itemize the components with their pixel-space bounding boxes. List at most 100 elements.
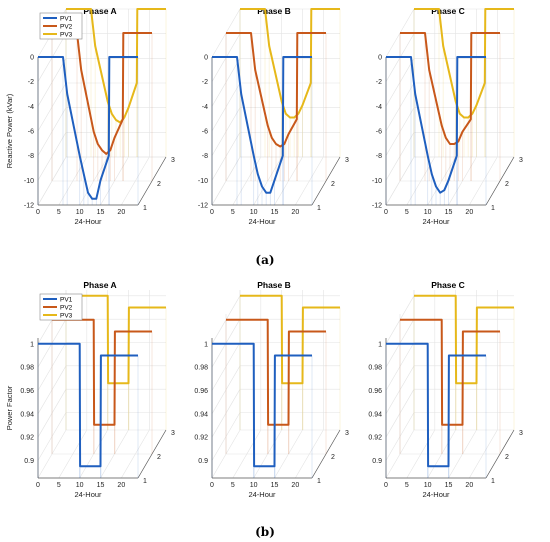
z-tick-label: 3 [171,157,175,164]
z-tick-label: 2 [331,181,335,188]
z-tick-label: 3 [519,430,523,437]
x-axis-label: 24-Hour [74,217,102,226]
x-tick-label: 15 [271,209,279,216]
series-line-pv2 [52,318,152,426]
y-tick-label: 0.98 [20,365,34,372]
x-tick-label: 5 [57,209,61,216]
y-tick-label: -4 [202,104,208,111]
z-tick-label: 3 [345,430,349,437]
z-tick-label: 2 [157,454,161,461]
z-axis [485,156,515,206]
x-tick-label: 10 [424,209,432,216]
y-axis-label: Reactive Power (kVar) [5,93,14,168]
z-axis [137,156,167,206]
y-tick-label: 0.92 [368,435,382,442]
z-tick-label: 2 [505,454,509,461]
caption-a: (a) [255,253,274,267]
series-line-pv1 [386,342,486,468]
y-tick-label: 0 [30,55,34,62]
chart-panel-a-3: 0 5 10 15 20 0 -2 -4 -6 -8 -10 -12 1 2 3 24-Hour Phase C [372,6,523,226]
x-tick-label: 10 [250,209,258,216]
y-tick-label: -6 [202,129,208,136]
y-tick-label: -2 [202,79,208,86]
legend-label-pv3: PV3 [60,313,73,320]
y-tick-label: -2 [376,79,382,86]
series-line-pv3 [414,8,514,119]
x-tick-label: 15 [445,482,453,489]
legend-label-pv2: PV2 [60,305,73,312]
y-tick-label: -12 [198,203,208,210]
x-axis-label: 24-Hour [248,490,276,499]
series-line-pv2 [400,318,500,426]
x-tick-label: 20 [291,209,299,216]
z-tick-label: 1 [143,478,147,485]
z-axis [311,156,341,206]
series-line-pv3 [66,8,166,124]
chart-title: Phase C [431,6,465,16]
x-tick-label: 0 [384,209,388,216]
y-tick-label: 0.96 [368,388,382,395]
z-tick-label: 2 [157,181,161,188]
series-line-pv2 [226,318,326,426]
x-tick-label: 20 [465,209,473,216]
z-tick-label: 3 [345,157,349,164]
caption-b: (b) [255,525,275,539]
x-tick-label: 0 [384,482,388,489]
z-tick-label: 1 [143,205,147,212]
x-tick-label: 5 [231,209,235,216]
y-tick-label: -4 [376,104,382,111]
y-tick-label: 0.9 [198,458,208,465]
series-line-pv2 [226,32,326,148]
legend-label-pv1: PV1 [60,297,73,304]
y-tick-label: 0.92 [20,435,34,442]
x-tick-label: 15 [97,209,105,216]
x-axis-label: 24-Hour [74,490,102,499]
chart-title: Phase B [257,6,291,16]
x-tick-label: 15 [97,482,105,489]
y-tick-label: 0.94 [20,411,34,418]
legend-label-pv3: PV3 [60,32,73,39]
chart-panel-a-2: 0 5 10 15 20 0 -2 -4 -6 -8 -10 -12 1 2 3 24-Hour Phase B [198,6,349,226]
y-tick-label: -6 [28,129,34,136]
y-tick-label: 0.92 [194,435,208,442]
chart-panel-b-2: 0 5 10 15 20 1 0.98 0.96 0.94 0.92 0.9 1 2 3 24-Hour Ph… [194,280,349,499]
chart-panel-b-3: 0 5 10 15 20 1 0.98 0.96 0.94 0.92 0.9 1 2 3 24-Hour Ph… [368,280,523,499]
y-tick-label: 0.96 [194,388,208,395]
y-tick-label: 0.9 [372,458,382,465]
series-line-pv1 [212,56,312,194]
x-tick-label: 20 [117,482,125,489]
x-tick-label: 10 [76,209,84,216]
y-tick-label: -10 [198,178,208,185]
z-axis [311,429,341,479]
legend-label-pv1: PV1 [60,16,73,23]
y-tick-label: -12 [372,203,382,210]
z-tick-label: 3 [171,430,175,437]
chart-title: Phase B [257,280,291,290]
x-tick-label: 0 [210,482,214,489]
y-tick-label: -10 [24,178,34,185]
x-tick-label: 15 [445,209,453,216]
series-line-pv1 [38,342,138,468]
z-tick-label: 2 [331,454,335,461]
y-tick-label: 0.94 [194,411,208,418]
y-tick-label: 0 [204,55,208,62]
series-line-pv3 [240,8,340,119]
x-tick-label: 10 [76,482,84,489]
z-tick-label: 3 [519,157,523,164]
y-tick-label: -8 [28,153,34,160]
x-tick-label: 5 [57,482,61,489]
z-tick-label: 1 [317,205,321,212]
x-tick-label: 20 [465,482,473,489]
series-line-pv2 [400,32,500,145]
y-tick-label: 1 [30,341,34,348]
y-tick-label: -4 [28,104,34,111]
y-tick-label: -12 [24,203,34,210]
x-tick-label: 0 [210,209,214,216]
z-tick-label: 2 [505,181,509,188]
chart-panel-b-1: 0 5 10 15 20 1 0.98 0.96 0.94 0.92 0.9 1 2 3 24-Hour Po… [5,280,175,499]
x-tick-label: 20 [291,482,299,489]
y-tick-label: 0.94 [368,411,382,418]
y-tick-label: -2 [28,79,34,86]
